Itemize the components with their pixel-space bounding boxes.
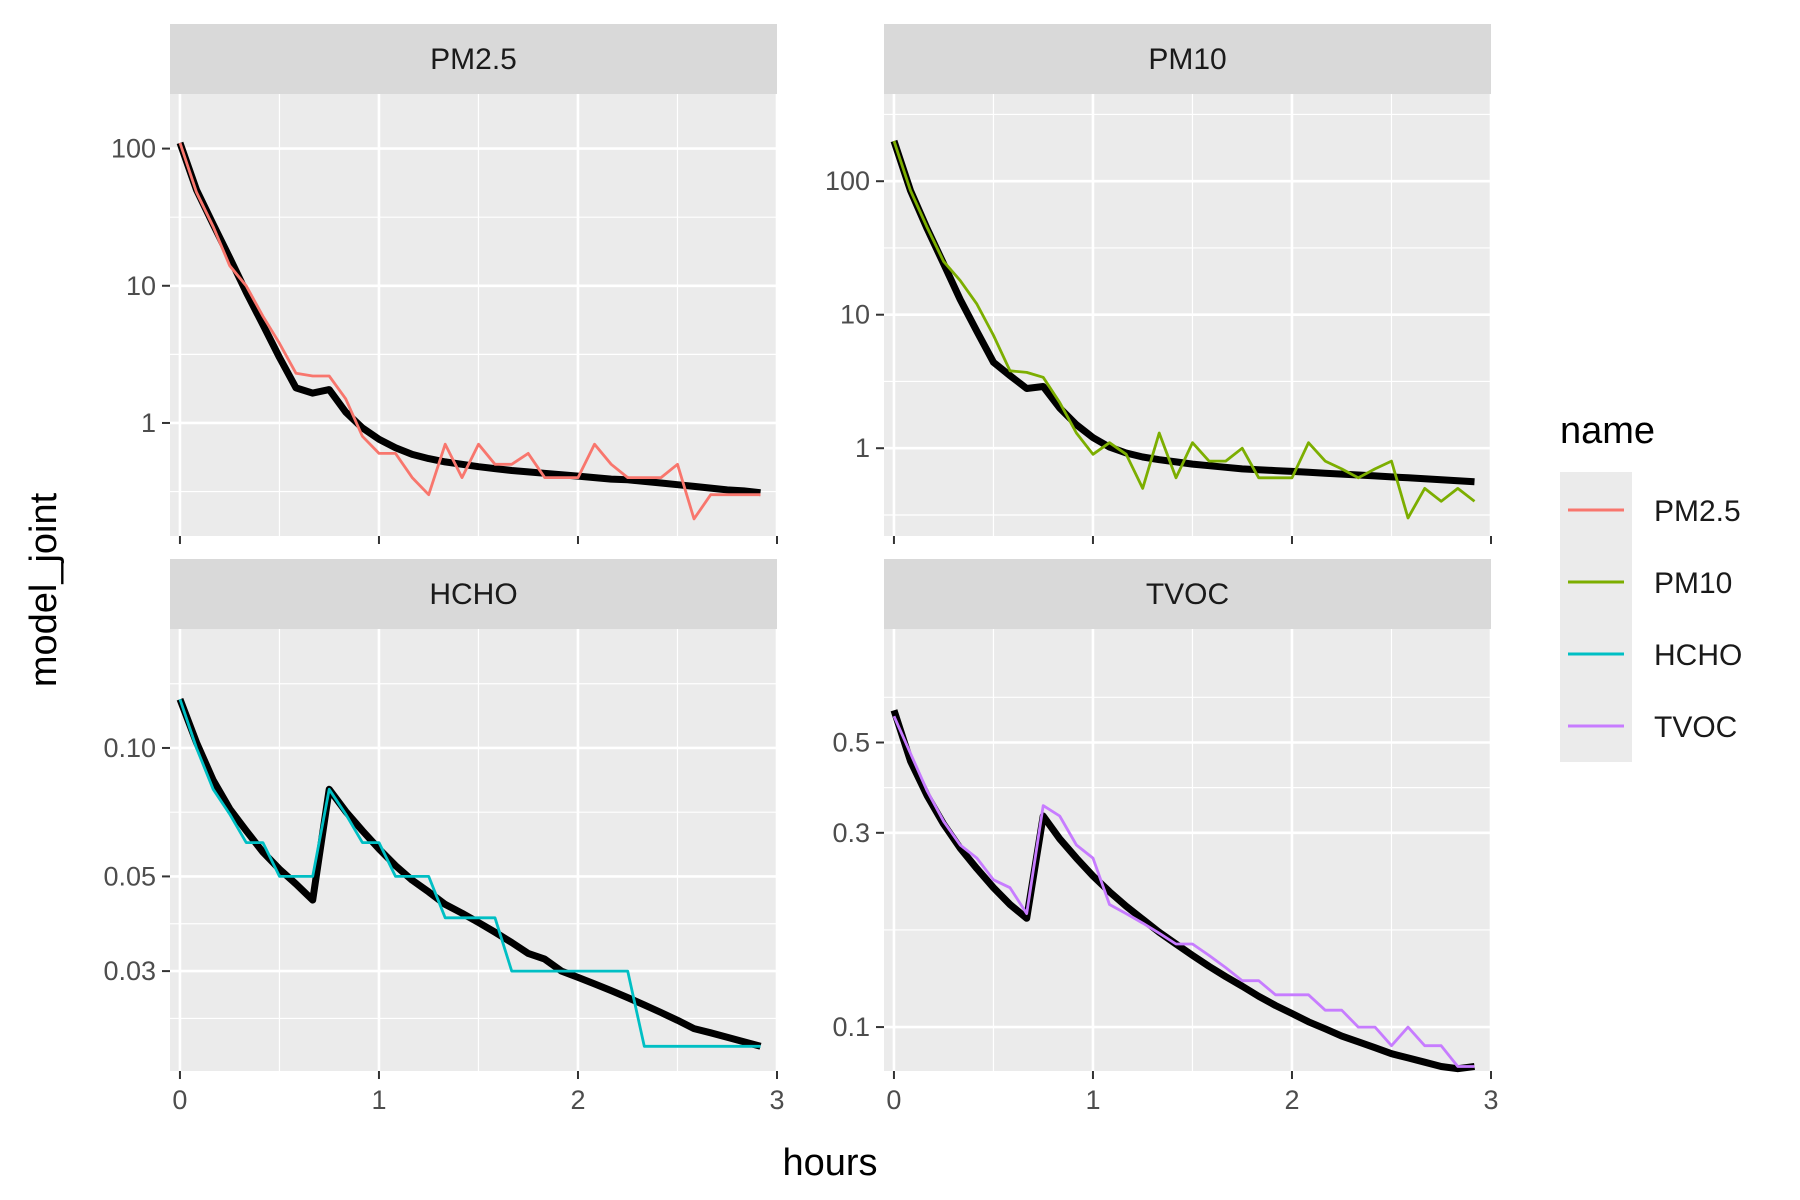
model-line xyxy=(890,709,1475,1073)
y-tick-label: 1 xyxy=(141,408,156,438)
facet-strip xyxy=(170,559,777,629)
x-tick-label: 1 xyxy=(371,1085,386,1115)
facet-strip xyxy=(170,24,777,94)
y-tick-label: 100 xyxy=(825,166,870,196)
series-line-tvoc xyxy=(892,715,1475,1068)
panel-hcho: HCHO 0.10 0.05 0.03 0 1 2 3 xyxy=(103,559,785,1115)
x-tick-label: 3 xyxy=(1483,1085,1498,1115)
y-tick-label: 1 xyxy=(855,433,870,463)
x-tick-label: 0 xyxy=(172,1085,187,1115)
x-tick-label: 3 xyxy=(769,1085,784,1115)
panel-background xyxy=(884,629,1491,1071)
y-tick-label: 0.5 xyxy=(832,727,870,757)
y-tick-label: 10 xyxy=(840,300,870,330)
panel-background xyxy=(170,629,777,1071)
y-tick-label: 10 xyxy=(126,271,156,301)
x-tick-label: 1 xyxy=(1085,1085,1100,1115)
x-axis-title: hours xyxy=(782,1142,877,1184)
series-line-pm25 xyxy=(178,142,761,521)
y-tick-label: 0.05 xyxy=(103,861,156,891)
y-tick-label: 0.03 xyxy=(103,956,156,986)
model-line xyxy=(176,141,761,497)
facet-strip-label: TVOC xyxy=(1146,578,1229,611)
series-line-pm10 xyxy=(892,140,1476,520)
y-axis-title: model_joint xyxy=(23,492,65,687)
facet-strip xyxy=(884,559,1491,629)
series-line-hcho xyxy=(178,698,761,1048)
legend-label: TVOC xyxy=(1654,711,1737,744)
x-tick-label: 2 xyxy=(1284,1085,1299,1115)
facet-strip-label: PM10 xyxy=(1148,43,1226,76)
facet-strip-label: PM2.5 xyxy=(430,43,517,76)
panel-pm10: PM10 100 10 1 xyxy=(825,24,1493,544)
legend: name PM2.5 PM10 HCHO TVOC xyxy=(1560,410,1742,762)
y-tick-label: 0.1 xyxy=(832,1012,870,1042)
y-tick-label: 0.10 xyxy=(103,733,156,763)
facet-strip xyxy=(884,24,1491,94)
legend-label: PM2.5 xyxy=(1654,495,1741,528)
y-tick-label: 100 xyxy=(111,134,156,164)
x-tick-label: 2 xyxy=(570,1085,585,1115)
y-tick-label: 0.3 xyxy=(832,818,870,848)
panel-pm25: PM2.5 100 10 1 xyxy=(111,24,779,544)
panel-background xyxy=(170,94,777,536)
legend-label: HCHO xyxy=(1654,639,1742,672)
legend-title: name xyxy=(1560,410,1655,452)
facet-strip-label: HCHO xyxy=(429,578,517,611)
panel-tvoc: TVOC 0.5 0.3 0.1 0 1 2 3 xyxy=(832,559,1499,1115)
legend-key-background xyxy=(1560,472,1632,762)
legend-label: PM10 xyxy=(1654,567,1732,600)
x-tick-label: 0 xyxy=(886,1085,901,1115)
legend-items: PM2.5 PM10 HCHO TVOC xyxy=(1568,495,1742,744)
